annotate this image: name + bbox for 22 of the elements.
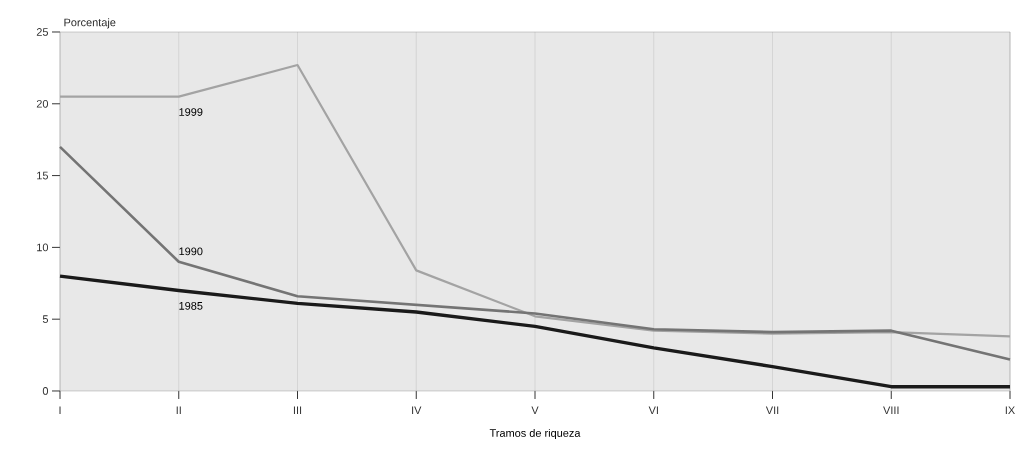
y-tick-label: 15 <box>37 171 49 180</box>
x-tick-label: IV <box>412 406 422 415</box>
x-tick-label: II <box>176 406 181 415</box>
y-tick-label: 0 <box>42 387 49 395</box>
series-label: 1999 <box>179 108 203 116</box>
y-tick-label: 20 <box>36 99 49 108</box>
x-axis-title: Tramos de riqueza <box>489 428 581 440</box>
line-series <box>58 274 1012 389</box>
y-tick-label: 10 <box>37 243 49 252</box>
y-tick-label: 5 <box>42 315 49 324</box>
x-tick-label: V <box>531 406 539 415</box>
x-tick-label: VII <box>765 406 779 415</box>
x-tick-label: I <box>59 406 61 415</box>
line-series <box>58 63 1012 338</box>
series-label: 1985 <box>179 302 203 310</box>
x-tick-label: VI <box>648 406 658 415</box>
series-label: 1990 <box>179 247 203 256</box>
x-tick-label: VIII <box>883 406 899 415</box>
y-tick-label: 25 <box>36 28 49 36</box>
y-axis-title: Porcentaje <box>64 18 116 29</box>
x-tick-label: III <box>293 406 302 415</box>
x-tick-label: IX <box>1005 406 1015 415</box>
